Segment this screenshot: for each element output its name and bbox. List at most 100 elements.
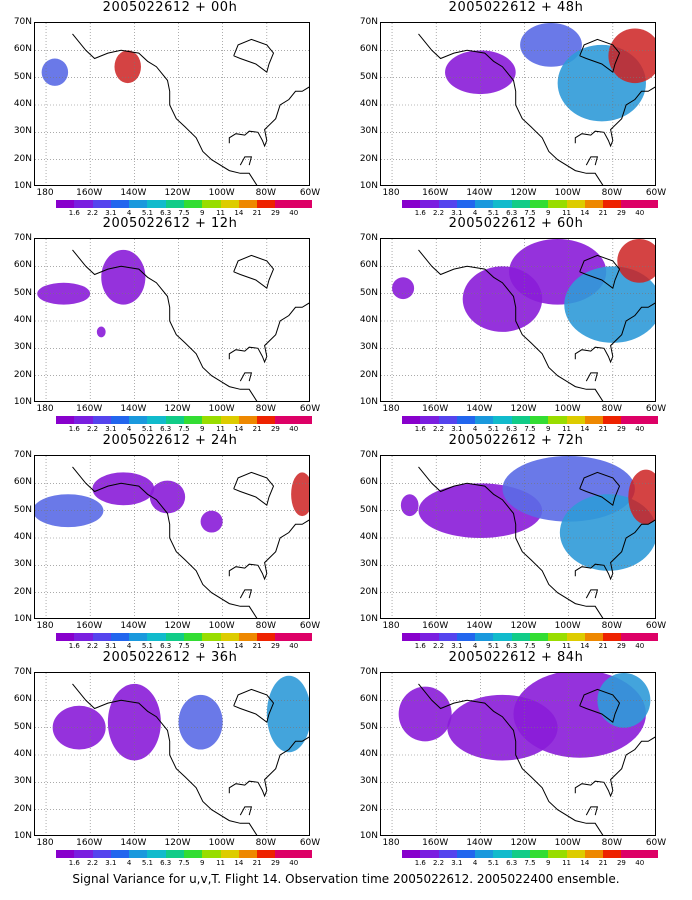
latitude-label: 70N xyxy=(13,450,32,460)
latitude-label: 20N xyxy=(359,153,378,164)
colorbar-label: 9 xyxy=(546,859,551,867)
colorbar xyxy=(56,633,312,641)
longitude-label: 120W xyxy=(510,188,537,198)
colorbar-label: 7.5 xyxy=(524,642,536,650)
colorbar-swatch xyxy=(165,200,184,208)
colorbar-swatch xyxy=(74,633,93,641)
longitude-label: 160W xyxy=(76,404,103,414)
colorbar-label: 40 xyxy=(289,425,299,433)
longitude-label: 60W xyxy=(299,621,321,631)
colorbar-swatch xyxy=(293,416,312,424)
latitude-label: 40N xyxy=(359,99,378,109)
colorbar xyxy=(56,850,312,858)
latitude-label: 70N xyxy=(359,233,378,243)
colorbar-swatch xyxy=(220,633,239,641)
colorbar-label: 21 xyxy=(252,425,262,433)
longitude-label: 120W xyxy=(510,404,537,414)
colorbar-label: 6.3 xyxy=(160,425,172,433)
colorbar-swatch xyxy=(238,633,258,641)
colorbar-label: 6.3 xyxy=(506,209,518,217)
colorbar-swatch xyxy=(584,416,604,424)
coastline xyxy=(233,254,275,290)
coastline xyxy=(574,302,655,364)
colorbar-swatch xyxy=(438,633,457,641)
map-area xyxy=(34,672,310,836)
colorbar-label: 11 xyxy=(562,642,572,650)
map-area xyxy=(34,238,310,402)
variance-region xyxy=(37,282,91,305)
coastline xyxy=(233,688,275,724)
colorbar-label: 6.3 xyxy=(506,425,518,433)
panel-title: 2005022612 + 72h xyxy=(448,433,584,448)
colorbar-label: 4 xyxy=(472,859,478,867)
variance-region xyxy=(52,705,106,750)
colorbar-swatch xyxy=(566,850,585,858)
colorbar-label: 2.2 xyxy=(86,425,99,433)
colorbar-label: 1.6 xyxy=(414,859,426,867)
colorbar-label: 1.6 xyxy=(68,859,80,867)
colorbar-label: 3.1 xyxy=(105,642,117,650)
colorbar-swatch xyxy=(529,200,549,208)
colorbar-swatch xyxy=(584,633,604,641)
panel-title: 2005022612 + 12h xyxy=(102,216,238,231)
latitude-label: 40N xyxy=(13,532,32,542)
coastline xyxy=(579,471,621,507)
longitude-label: 80W xyxy=(601,188,622,198)
colorbar-swatch xyxy=(529,850,549,858)
colorbar-swatch xyxy=(74,850,93,858)
latitude-label: 20N xyxy=(13,803,32,814)
colorbar-label: 5.1 xyxy=(141,642,153,650)
panel-title: 2005022612 + 48h xyxy=(448,0,584,15)
longitude-label: 180 xyxy=(382,188,400,198)
colorbar-labels: 1.6 2.2 3.1 4 5.1 6.3 7.5 9 11 14 21 29 40 xyxy=(402,859,658,869)
colorbar-swatch xyxy=(493,850,512,858)
colorbar-swatch xyxy=(183,850,203,858)
latitude-label: 60N xyxy=(359,44,378,55)
figure-caption: Signal Variance for u,v,T. Flight 14. Ob… xyxy=(72,872,620,886)
colorbar-label: 29 xyxy=(270,425,280,433)
variance-region xyxy=(617,239,655,283)
variance-region xyxy=(35,494,104,528)
colorbar-swatch xyxy=(639,633,658,641)
panel-title: 2005022612 + 84h xyxy=(448,650,584,665)
colorbar-label: 7.5 xyxy=(178,209,190,217)
longitude-label: 80W xyxy=(255,188,276,198)
colorbar-label: 7.5 xyxy=(178,425,190,433)
colorbar-label: 5.1 xyxy=(141,859,153,867)
colorbar-label: 4 xyxy=(472,425,478,433)
colorbar-labels: 1.6 2.2 3.1 4 5.1 6.3 7.5 9 11 14 21 29 40 xyxy=(402,209,658,219)
colorbar-label: 6.3 xyxy=(160,859,172,867)
latitude-label: 60N xyxy=(13,260,32,271)
colorbar-swatch xyxy=(202,200,221,208)
latitude-label: 40N xyxy=(13,99,32,109)
colorbar-label: 40 xyxy=(635,425,645,433)
longitude-label: 140W xyxy=(466,404,493,414)
latitude-label: 60N xyxy=(13,44,32,55)
colorbar-swatch xyxy=(275,200,294,208)
colorbar-swatch xyxy=(402,633,421,641)
colorbar-swatch xyxy=(475,200,494,208)
coastline xyxy=(233,38,275,74)
colorbar-swatch xyxy=(548,633,567,641)
longitude-label: 180 xyxy=(382,838,400,848)
colorbar-label: 29 xyxy=(270,859,280,867)
colorbar-label: 21 xyxy=(598,859,608,867)
colorbar-swatch xyxy=(147,200,166,208)
latitude-label: 60N xyxy=(359,477,378,488)
colorbar-label: 11 xyxy=(562,209,572,217)
colorbar xyxy=(56,200,312,208)
latitude-label: 70N xyxy=(13,667,32,677)
colorbar-swatch xyxy=(603,200,622,208)
colorbar-label: 2.2 xyxy=(432,209,445,217)
longitude-label: 120W xyxy=(510,621,537,631)
colorbar-swatch xyxy=(456,633,476,641)
latitude-label: 10N xyxy=(359,397,378,407)
map-area xyxy=(380,672,656,836)
variance-region xyxy=(149,480,186,514)
colorbar-label: 29 xyxy=(616,642,626,650)
latitude-label: 40N xyxy=(359,532,378,542)
longitude-label: 140W xyxy=(466,188,493,198)
colorbar-swatch xyxy=(56,416,75,424)
longitude-label: 60W xyxy=(645,188,667,198)
panel-title: 2005022612 + 36h xyxy=(102,650,238,665)
